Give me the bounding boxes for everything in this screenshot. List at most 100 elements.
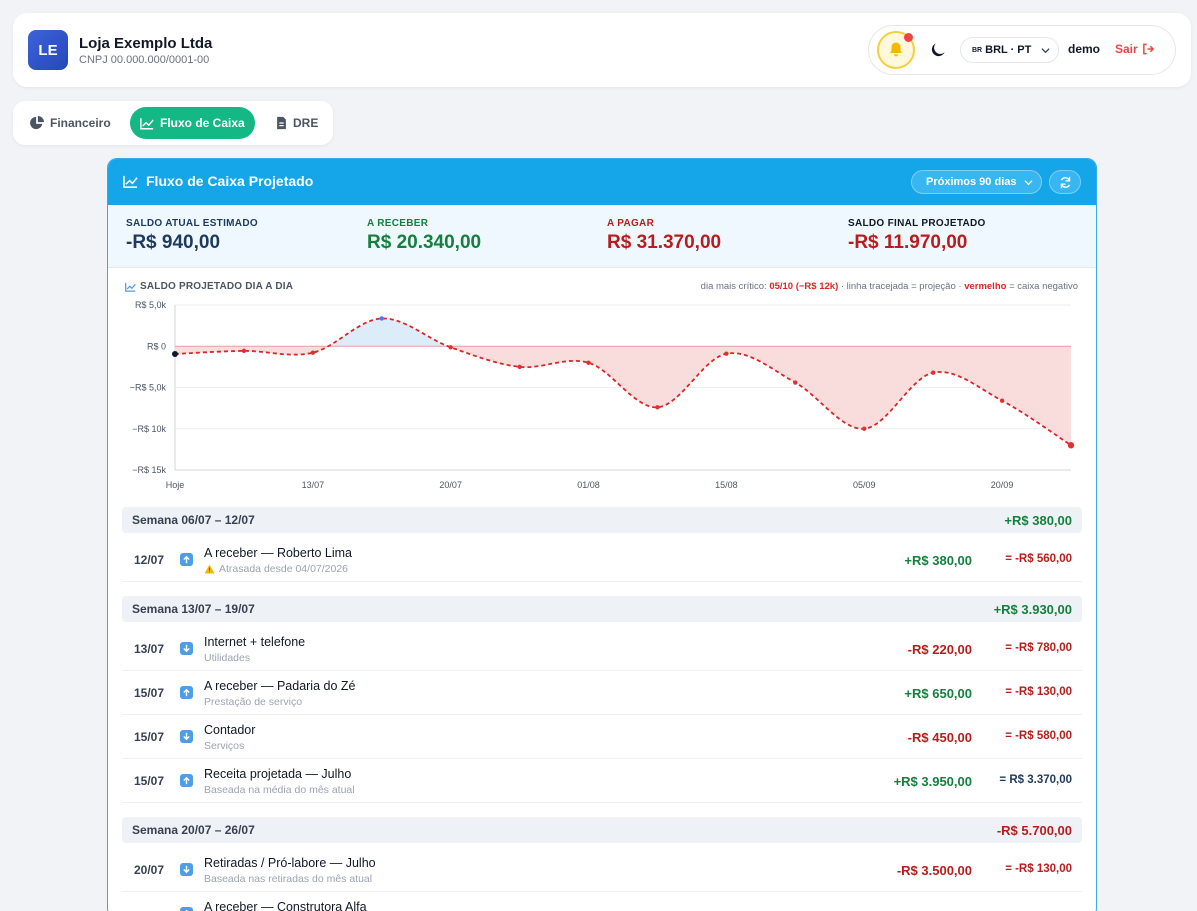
refresh-icon xyxy=(1060,176,1070,188)
stat-label: A PAGAR xyxy=(607,218,655,229)
user-controls: BR BRL · PT demo Sair xyxy=(868,25,1176,75)
table-row[interactable]: 20/07 Retiradas / Pró-labore — Julho Basea… xyxy=(122,848,1082,892)
note-middle: · linha tracejada = projeção · xyxy=(838,281,965,292)
row-date: 15/07 xyxy=(134,730,165,744)
table-row[interactable]: 15/07 A receber — Padaria do Zé Prestação … xyxy=(122,671,1082,715)
bell-icon xyxy=(890,42,902,57)
week-header: Semana 13/07 – 19/07 +R$ 3.930,00 xyxy=(122,596,1082,622)
row-amount: -R$ 450,00 xyxy=(907,730,972,745)
logout-button[interactable]: Sair xyxy=(1115,42,1155,56)
stat-value: R$ 20.340,00 xyxy=(367,232,482,253)
week-label: Semana 06/07 – 12/07 xyxy=(132,513,255,527)
x-tick-label: 20/07 xyxy=(439,480,462,490)
row-subtitle: Baseada nas retiradas do mês atual xyxy=(204,873,372,885)
x-tick-label: 20/09 xyxy=(991,480,1014,490)
pie-chart-icon xyxy=(30,116,44,130)
row-amount: +R$ 3.950,00 xyxy=(893,774,972,789)
row-title: A receber — Construtora Alfa xyxy=(204,900,367,911)
table-row[interactable]: 15/07 Receita projetada — Julho Baseada na… xyxy=(122,759,1082,803)
direction-badge xyxy=(180,907,193,911)
row-title: Contador xyxy=(204,723,256,737)
period-label: Próximos 90 dias xyxy=(926,176,1017,188)
data-point xyxy=(930,370,936,375)
tab-label: DRE xyxy=(293,116,319,130)
direction-badge xyxy=(180,774,193,787)
row-date: 20/07 xyxy=(134,863,165,877)
stat-value: -R$ 11.970,00 xyxy=(848,232,968,253)
locale-label: BRL · PT xyxy=(985,44,1032,56)
note-critical-day: 05/10 (−R$ 12k) xyxy=(769,281,839,292)
notification-badge xyxy=(904,33,913,42)
y-tick-label: −R$ 15k xyxy=(132,465,166,475)
card-title: Fluxo de Caixa Projetado xyxy=(123,173,313,189)
document-icon xyxy=(277,116,286,130)
direction-badge xyxy=(180,730,193,743)
table-row[interactable]: 13/07 Internet + telefone Utilidades -R$ 22… xyxy=(122,627,1082,671)
dark-mode-toggle[interactable] xyxy=(928,40,948,60)
stat-label: SALDO FINAL PROJETADO xyxy=(848,218,986,229)
table-row[interactable]: 12/07 A receber — Roberto Lima Atrasada de… xyxy=(122,538,1082,582)
stat-saldo-atual: SALDO ATUAL ESTIMADO -R$ 940,00 xyxy=(126,218,258,254)
x-tick-label: 05/09 xyxy=(853,480,876,490)
data-point xyxy=(793,380,798,385)
chart-title-text: SALDO PROJETADO DIA A DIA xyxy=(140,281,294,292)
stat-label: SALDO ATUAL ESTIMADO xyxy=(126,218,258,229)
tab-financeiro[interactable]: Financeiro xyxy=(20,107,121,139)
line-chart-icon xyxy=(123,175,138,188)
data-point xyxy=(448,345,453,350)
stat-a-pagar: A PAGAR R$ 31.370,00 xyxy=(607,218,721,254)
stat-label: A RECEBER xyxy=(367,218,429,229)
week-header: Semana 06/07 – 12/07 +R$ 380,00 xyxy=(122,507,1082,533)
negative-area xyxy=(175,346,1071,446)
chart-note: dia mais crítico: 05/10 (−R$ 12k) · linh… xyxy=(701,281,1078,292)
stat-a-receber: A RECEBER R$ 20.340,00 xyxy=(367,218,481,254)
note-prefix: dia mais crítico: xyxy=(700,281,770,292)
chevron-down-icon xyxy=(1024,180,1033,186)
row-amount: -R$ 220,00 xyxy=(907,642,972,657)
row-balance: = R$ 3.370,00 xyxy=(999,774,1072,786)
row-balance: = -R$ 560,00 xyxy=(1005,553,1072,565)
row-title: Receita projetada — Julho xyxy=(204,767,352,781)
row-date: 15/07 xyxy=(134,774,165,788)
row-subtitle: Prestação de serviço xyxy=(204,696,302,708)
flag-icon: BR xyxy=(972,46,983,54)
stat-saldo-final: SALDO FINAL PROJETADO -R$ 11.970,00 xyxy=(848,218,986,254)
tab-fluxo-de-caixa[interactable]: Fluxo de Caixa xyxy=(130,107,255,139)
line-chart-icon xyxy=(125,282,136,292)
data-point xyxy=(586,360,591,365)
table-row[interactable]: A receber — Construtora Alfa xyxy=(122,892,1082,911)
y-tick-label: −R$ 5,0k xyxy=(130,383,167,393)
refresh-button[interactable] xyxy=(1049,170,1081,194)
logout-icon xyxy=(1142,43,1154,55)
stat-value: -R$ 940,00 xyxy=(126,232,221,253)
arrow-up-icon xyxy=(183,688,190,697)
data-point xyxy=(999,398,1005,403)
row-amount: +R$ 380,00 xyxy=(904,553,972,568)
notifications-button[interactable] xyxy=(877,31,915,69)
data-point xyxy=(379,316,384,321)
period-select[interactable]: Próximos 90 dias xyxy=(911,170,1042,194)
data-point xyxy=(310,350,316,355)
tab-dre[interactable]: DRE xyxy=(266,107,328,139)
main-tabs: Financeiro Fluxo de Caixa DRE xyxy=(13,101,333,145)
y-tick-label: −R$ 10k xyxy=(132,424,166,434)
card-header: Fluxo de Caixa Projetado Próximos 90 dia… xyxy=(108,159,1096,205)
week-total: +R$ 380,00 xyxy=(1004,513,1072,528)
arrow-down-icon xyxy=(183,644,190,653)
note-suffix: = caixa negativo xyxy=(1006,281,1078,292)
arrow-up-icon xyxy=(183,555,190,564)
table-row[interactable]: 15/07 Contador Serviços -R$ 450,00 = -R$ 580… xyxy=(122,715,1082,759)
locale-select[interactable]: BR BRL · PT xyxy=(960,37,1059,63)
week-total: +R$ 3.930,00 xyxy=(993,602,1072,617)
stat-value: R$ 31.370,00 xyxy=(607,232,722,253)
company-name: Loja Exemplo Ltda xyxy=(79,35,213,52)
row-balance: = -R$ 130,00 xyxy=(1005,686,1072,698)
cash-flow-card: Fluxo de Caixa Projetado Próximos 90 dia… xyxy=(107,158,1097,911)
row-subtitle-text: Baseada nas retiradas do mês atual xyxy=(204,873,373,885)
chart-title: SALDO PROJETADO DIA A DIA xyxy=(125,281,293,292)
week-header: Semana 20/07 – 26/07 -R$ 5.700,00 xyxy=(122,817,1082,843)
row-subtitle: Serviços xyxy=(204,740,244,752)
row-subtitle-text: Prestação de serviço xyxy=(204,696,303,708)
company-cnpj: CNPJ 00.000.000/0001-00 xyxy=(79,54,210,66)
